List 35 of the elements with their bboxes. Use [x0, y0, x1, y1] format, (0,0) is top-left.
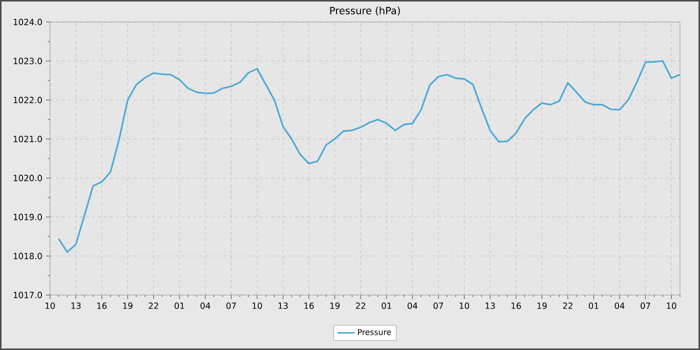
x-tick-label: 07 [434, 302, 444, 309]
x-tick-label: 10 [460, 302, 470, 309]
x-tick-label: 04 [614, 302, 624, 309]
y-tick-label: 1019.0 [14, 214, 42, 220]
x-tick-label: 13 [278, 302, 288, 309]
x-tick-label: 16 [97, 302, 107, 309]
x-tick-label: 10 [46, 302, 55, 309]
y-tick-label: 1024.0 [14, 18, 42, 26]
x-tick-label: 13 [71, 302, 81, 309]
y-tick-label: 1021.0 [14, 136, 42, 142]
y-tick-label: 1023.0 [14, 58, 42, 64]
x-tick-label: 19 [537, 302, 547, 309]
x-tick-label: 10 [666, 302, 676, 309]
x-tick-label: 22 [356, 302, 366, 309]
x-tick-label: 07 [640, 302, 650, 309]
x-tick-label: 01 [174, 302, 184, 309]
x-tick-label: 01 [588, 302, 598, 309]
x-tick-label: 16 [512, 302, 521, 309]
y-tick-label: 1022.0 [14, 96, 42, 104]
x-tick-label: 19 [330, 302, 340, 309]
x-tick-label: 22 [563, 302, 572, 309]
x-tick-label: 19 [123, 302, 132, 309]
x-tick-label: 13 [486, 302, 495, 309]
x-tick-label: 16 [304, 302, 314, 309]
x-tick-label: 01 [382, 302, 392, 309]
x-tick-label: 07 [226, 302, 236, 309]
y-tick-label: 1017.0 [14, 292, 42, 298]
x-tick-label: 04 [408, 302, 418, 309]
chart-title: Pressure (hPa) [330, 6, 400, 16]
line-series [58, 60, 680, 253]
y-tick-label: 1020.0 [14, 174, 42, 182]
x-tick-label: 10 [252, 302, 262, 309]
y-tick-label: 1018.0 [14, 252, 42, 260]
x-tick-label: 22 [148, 302, 158, 309]
x-tick-label: 04 [200, 302, 210, 309]
